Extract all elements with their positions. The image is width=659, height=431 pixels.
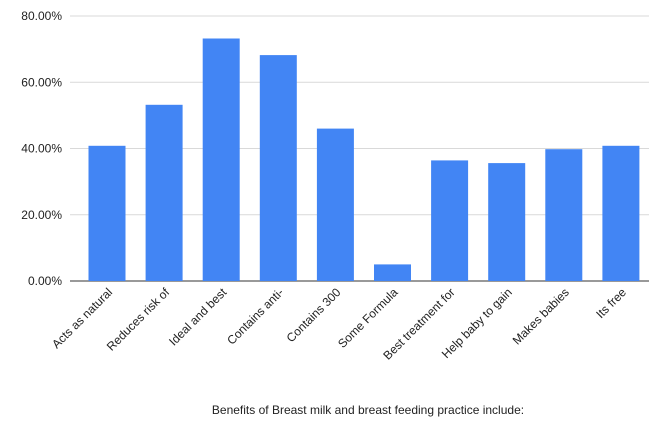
x-category-label: Contains anti- bbox=[224, 285, 286, 347]
bar bbox=[202, 38, 240, 281]
y-tick-label: 20.00% bbox=[21, 208, 62, 222]
y-axis-tick-labels: 0.00% 20.00% 40.00% 60.00% 80.00% bbox=[21, 9, 62, 288]
bar bbox=[488, 163, 526, 281]
bar bbox=[88, 145, 126, 281]
y-tick-label: 40.00% bbox=[21, 142, 62, 156]
y-tick-label: 80.00% bbox=[21, 9, 62, 23]
bar bbox=[145, 104, 183, 281]
bar bbox=[545, 149, 583, 281]
y-tick-label: 0.00% bbox=[28, 274, 62, 288]
x-category-label: Its free bbox=[593, 285, 629, 321]
y-tick-label: 60.00% bbox=[21, 75, 62, 89]
x-category-label: Contains 300 bbox=[284, 285, 344, 345]
bar bbox=[602, 145, 640, 281]
bars bbox=[88, 38, 640, 281]
x-axis-title: Benefits of Breast milk and breast feedi… bbox=[212, 403, 524, 417]
bar bbox=[374, 264, 411, 281]
bar bbox=[259, 55, 297, 281]
bar bbox=[316, 128, 354, 281]
x-category-label: Makes babies bbox=[510, 285, 572, 347]
bar bbox=[431, 160, 469, 281]
x-category-label: Ideal and best bbox=[166, 285, 230, 349]
